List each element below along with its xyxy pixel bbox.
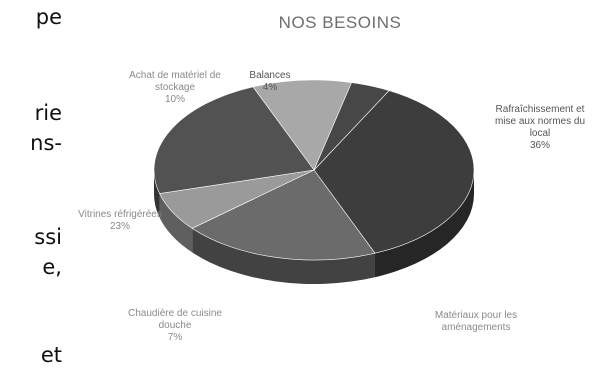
pie-slice — [313, 90, 475, 254]
slice-label: Vitrines réfrigérées 23% — [78, 209, 162, 232]
side-fragment: pe — [35, 5, 62, 29]
pie-chart: NOS BESOINS Rafraîchissement et mise aux … — [78, 13, 585, 343]
slice-label: Balances 4% — [249, 70, 290, 93]
pie-slice-side — [159, 193, 193, 253]
pie-labels: Rafraîchissement et mise aux normes du loc… — [78, 70, 585, 343]
side-fragment: e, — [42, 255, 62, 279]
pie-slice — [313, 82, 390, 171]
side-fragment: et — [40, 343, 62, 367]
slice-label: Chaudière de cuisine douche 7% — [128, 308, 222, 343]
pie-slice — [191, 169, 376, 261]
side-fragment: ns- — [30, 131, 62, 155]
pie-slice-side — [192, 228, 375, 284]
pie-slice — [252, 79, 353, 171]
chart-title: NOS BESOINS — [279, 13, 402, 32]
pie-slice-side — [374, 170, 474, 278]
pie-slices — [153, 79, 475, 284]
side-fragment: rie — [34, 101, 62, 125]
cropped-side-text: pe rie ns- ssi e, et — [0, 0, 62, 367]
slice-label: Achat de matériel de stockage 10% — [129, 70, 221, 105]
pie-slice — [153, 86, 315, 194]
slice-label: Rafraîchissement et mise aux normes du loc… — [495, 104, 585, 151]
slice-label: Matériaux pour les aménagements — [435, 310, 517, 333]
side-fragment: ssi — [34, 225, 62, 249]
